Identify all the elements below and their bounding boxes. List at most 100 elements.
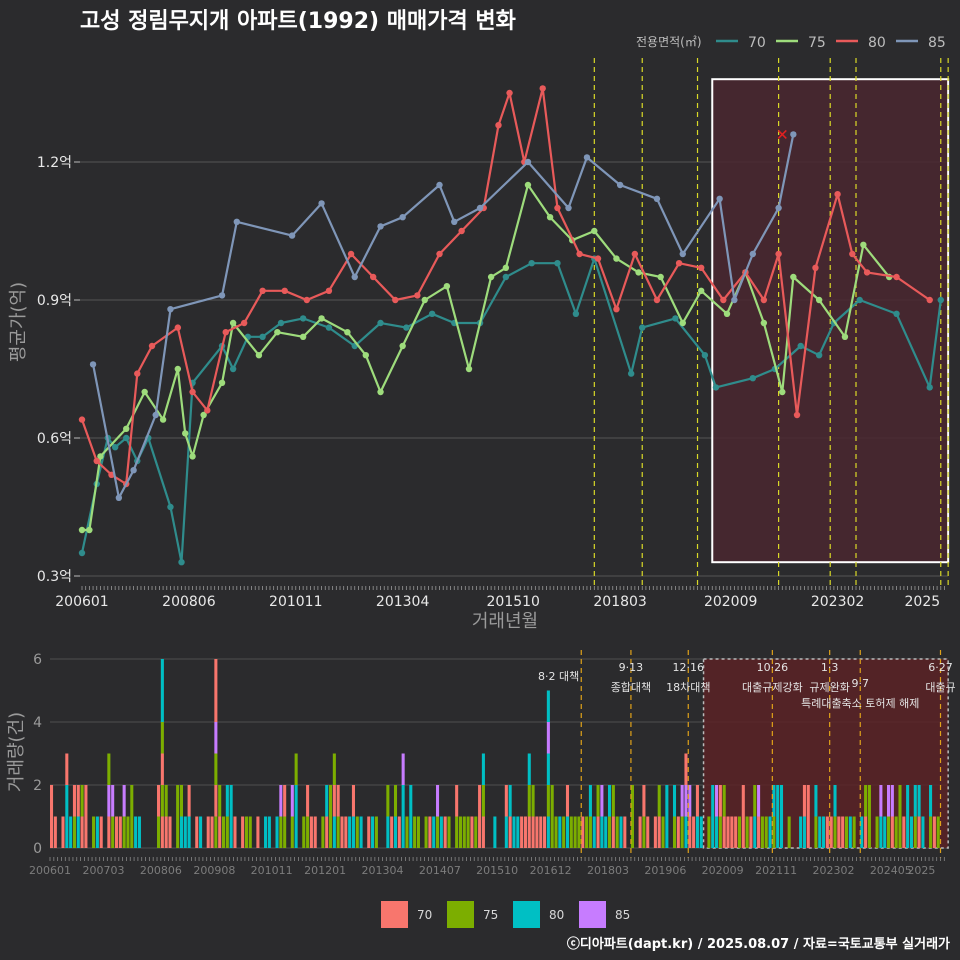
series-point-70 bbox=[277, 319, 285, 327]
volume-bar bbox=[439, 816, 443, 848]
volume-bar bbox=[92, 816, 96, 848]
volume-bar bbox=[753, 785, 757, 817]
series-point-80 bbox=[495, 122, 502, 129]
volume-bar bbox=[355, 816, 359, 848]
volume-bar bbox=[164, 785, 168, 817]
volume-bar bbox=[829, 816, 833, 848]
series-point-70 bbox=[797, 342, 804, 350]
volume-bar bbox=[332, 816, 336, 848]
series-point-80 bbox=[93, 457, 100, 465]
series-point-80 bbox=[849, 250, 856, 258]
volume-bar bbox=[546, 722, 550, 754]
volume-bar bbox=[508, 785, 512, 817]
series-point-70 bbox=[78, 549, 86, 557]
volume-bar bbox=[164, 816, 168, 848]
volume-bar bbox=[864, 785, 868, 817]
volume-bar bbox=[351, 785, 355, 817]
volume-bar bbox=[546, 753, 550, 785]
volume-bar bbox=[302, 816, 306, 848]
lower-y-tick-label: 6 bbox=[33, 652, 42, 668]
volume-bar bbox=[474, 816, 478, 848]
upper-series bbox=[78, 85, 944, 566]
volume-bar bbox=[233, 816, 237, 848]
series-point-70 bbox=[403, 324, 410, 331]
series-point-80 bbox=[698, 264, 705, 271]
volume-bar bbox=[718, 816, 722, 848]
volume-bar bbox=[565, 816, 570, 848]
volume-bar bbox=[436, 785, 440, 817]
legend-swatch-70 bbox=[381, 901, 408, 928]
series-point-70 bbox=[672, 315, 679, 322]
volume-bar bbox=[65, 785, 69, 817]
volume-bar bbox=[619, 816, 623, 848]
volume-bar bbox=[726, 816, 730, 848]
series-point-75 bbox=[790, 273, 797, 281]
volume-bar bbox=[214, 690, 218, 722]
series-point-75 bbox=[399, 342, 406, 350]
volume-bar bbox=[428, 816, 432, 848]
series-point-80 bbox=[347, 250, 355, 258]
lower-x-tick-label: 200601 bbox=[29, 864, 71, 877]
volume-bar bbox=[99, 816, 103, 848]
volume-bar bbox=[902, 816, 906, 848]
upper-x-tick-label: 202009 bbox=[704, 594, 757, 610]
volume-bar bbox=[879, 816, 883, 848]
volume-bar bbox=[699, 816, 703, 848]
volume-bar bbox=[386, 816, 390, 848]
lower-x-tick-label: 201612 bbox=[530, 864, 572, 877]
volume-bar bbox=[520, 816, 524, 848]
lower-y-axis-title: 거래량(건) bbox=[6, 712, 27, 792]
volume-bar bbox=[833, 785, 837, 817]
volume-bar bbox=[722, 785, 726, 817]
upper-y-tick-label: 0.6억 bbox=[37, 431, 72, 447]
volume-bar bbox=[516, 816, 520, 848]
series-line-70 bbox=[80, 257, 942, 564]
volume-bar bbox=[114, 816, 119, 848]
volume-bar bbox=[481, 816, 485, 848]
volume-bar bbox=[600, 816, 604, 848]
volume-bar bbox=[336, 785, 340, 817]
series-point-85 bbox=[399, 214, 406, 221]
lower-x-tick-label: 201011 bbox=[251, 864, 293, 877]
volume-bar bbox=[478, 816, 482, 848]
upper-policy-lines bbox=[593, 58, 949, 586]
series-point-85 bbox=[436, 181, 443, 189]
volume-bar bbox=[351, 816, 355, 848]
volume-bar bbox=[111, 785, 115, 817]
policy-label-text: 종합대책 bbox=[611, 681, 651, 694]
volume-bar bbox=[69, 816, 73, 848]
lower-x-tick-label: 200703 bbox=[83, 864, 125, 877]
volume-bar bbox=[210, 816, 214, 848]
volume-bar bbox=[577, 816, 581, 848]
volume-bar bbox=[455, 785, 459, 817]
volume-bar bbox=[409, 785, 413, 817]
volume-bar bbox=[848, 816, 852, 848]
volume-bar bbox=[248, 816, 252, 848]
volume-bar bbox=[642, 785, 646, 817]
series-point-70 bbox=[554, 260, 561, 267]
volume-bar bbox=[734, 816, 738, 848]
series-point-70 bbox=[428, 310, 436, 317]
policy-label-text: 대출규제강화 bbox=[742, 681, 803, 694]
series-point-75 bbox=[318, 315, 325, 322]
series-point-85 bbox=[130, 467, 137, 474]
volume-bar bbox=[481, 785, 485, 817]
series-point-70 bbox=[712, 384, 720, 391]
volume-bar bbox=[757, 816, 761, 848]
policy-label-text: 18차대책 bbox=[666, 681, 710, 694]
volume-bar bbox=[531, 816, 535, 848]
volume-bar bbox=[466, 816, 470, 848]
volume-bar bbox=[749, 816, 753, 848]
volume-bar bbox=[680, 816, 684, 848]
volume-bar bbox=[126, 816, 130, 848]
series-point-75 bbox=[218, 379, 226, 386]
volume-bar bbox=[539, 816, 543, 848]
volume-bar bbox=[661, 816, 665, 848]
lower-x-tick-label: 2025 bbox=[907, 864, 935, 877]
volume-bar bbox=[592, 816, 596, 848]
volume-bar bbox=[80, 816, 84, 848]
volume-bar bbox=[134, 816, 138, 848]
legend-label-70: 70 bbox=[417, 908, 432, 922]
volume-bar bbox=[757, 785, 761, 817]
bottom-legend: 70 75 80 85 bbox=[381, 901, 630, 928]
